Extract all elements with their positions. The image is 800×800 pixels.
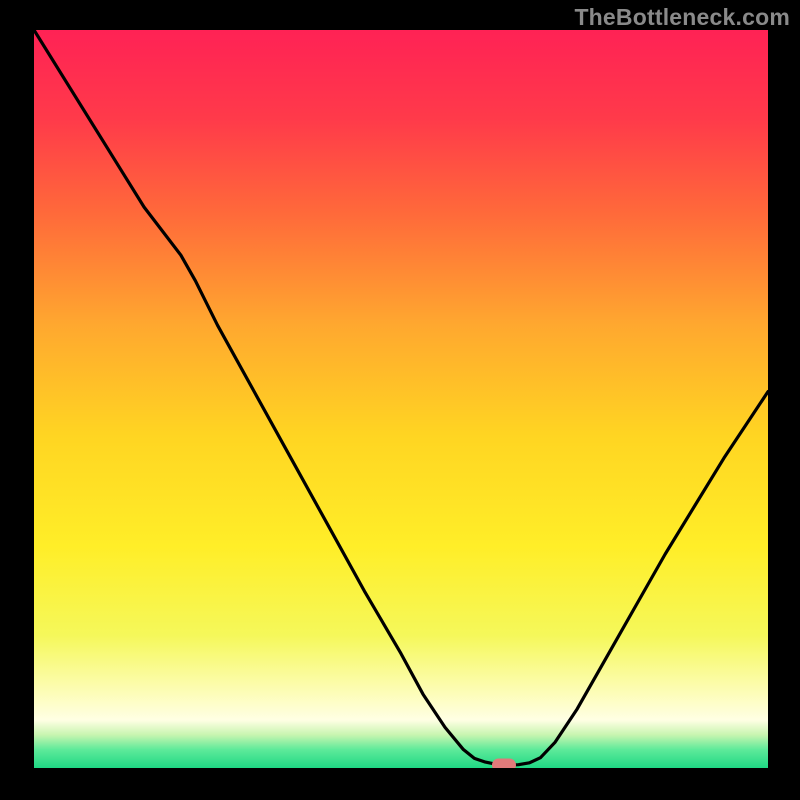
bottleneck-curve bbox=[30, 30, 772, 772]
chart-frame bbox=[30, 30, 772, 772]
curve-path bbox=[34, 30, 768, 765]
watermark-text: TheBottleneck.com bbox=[574, 4, 790, 31]
frame-border-left bbox=[30, 30, 34, 772]
frame-border-bottom bbox=[30, 768, 772, 772]
frame-border-right bbox=[768, 30, 772, 772]
